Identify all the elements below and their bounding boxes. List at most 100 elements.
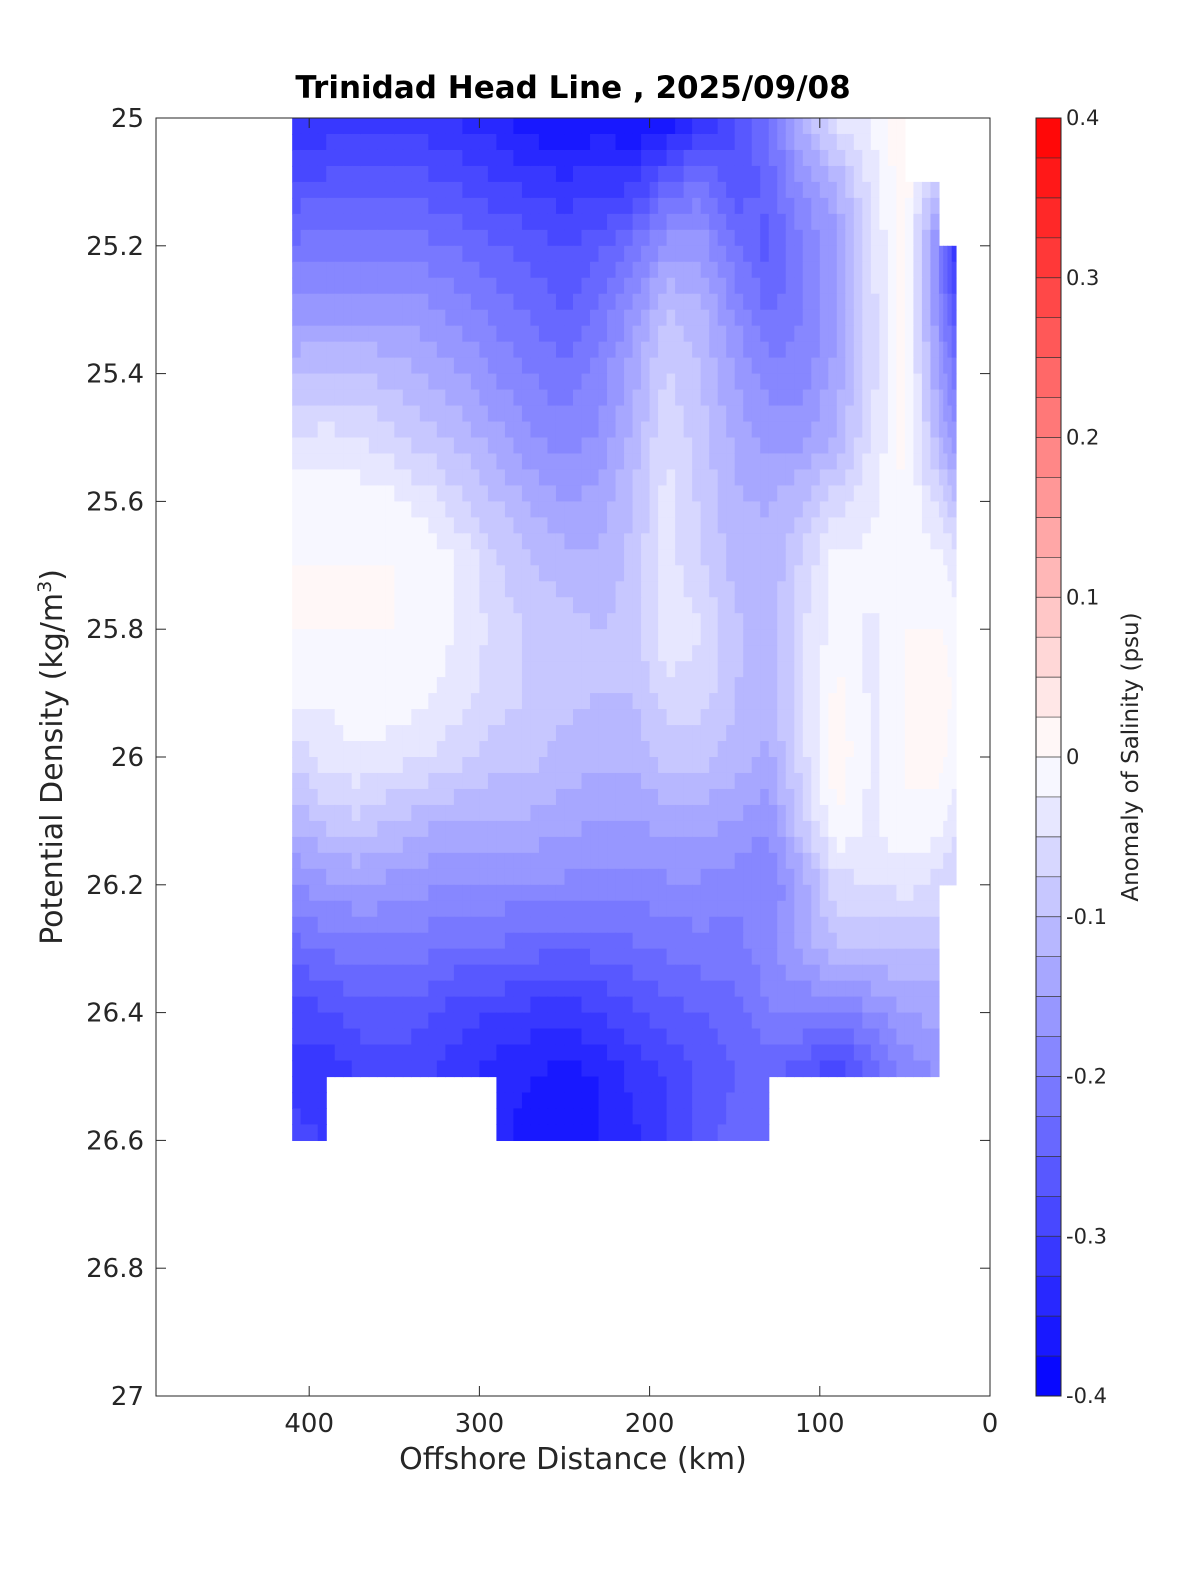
colorbar-segment (1036, 1196, 1061, 1237)
contour-cell (487, 1060, 498, 1078)
contour-cell (632, 581, 642, 598)
contour-cell (309, 501, 319, 518)
contour-cell (317, 788, 327, 806)
contour-cell (462, 597, 472, 614)
contour-cell (555, 1108, 566, 1126)
contour-cell (394, 916, 404, 934)
contour-cell (598, 613, 608, 630)
contour-cell (785, 469, 795, 487)
contour-cell (938, 389, 944, 407)
contour-cell (836, 581, 846, 598)
contour-cell (845, 581, 855, 598)
contour-cell (904, 213, 915, 231)
contour-cell (700, 501, 710, 518)
contour-cell (351, 213, 361, 231)
contour-cell (649, 165, 659, 183)
contour-cell (462, 245, 472, 263)
contour-cell (615, 373, 625, 391)
contour-cell (862, 613, 872, 630)
contour-cell (734, 772, 744, 790)
contour-cell (343, 293, 353, 311)
contour-cell (513, 980, 523, 998)
contour-cell (564, 629, 574, 646)
contour-cell (496, 788, 506, 806)
contour-cell (300, 293, 310, 311)
contour-cell (632, 197, 642, 215)
contour-cell (402, 661, 412, 678)
contour-cell (947, 565, 953, 582)
contour-cell (521, 932, 532, 950)
contour-cell (292, 661, 302, 678)
contour-cell (692, 916, 702, 934)
contour-cell (564, 693, 574, 710)
contour-cell (309, 1060, 319, 1078)
contour-cell (385, 565, 395, 582)
contour-cell (709, 421, 719, 439)
contour-cell (870, 517, 880, 534)
contour-cell (521, 693, 532, 710)
contour-cell (581, 501, 591, 518)
contour-cell (334, 693, 344, 710)
contour-cell (394, 629, 404, 646)
contour-cell (292, 884, 302, 902)
contour-cell (504, 772, 515, 790)
contour-cell (683, 118, 693, 135)
contour-cell (445, 277, 455, 295)
colorbar: 0.40.30.20.10-0.1-0.2-0.3-0.4 (1035, 106, 1107, 1408)
contour-cell (666, 277, 676, 295)
contour-cell (343, 501, 353, 518)
contour-cell (564, 1076, 574, 1094)
contour-cell (428, 389, 438, 407)
contour-cell (513, 772, 523, 790)
contour-cell (947, 549, 953, 566)
contour-cell (641, 245, 651, 263)
contour-cell (453, 884, 463, 902)
contour-cell (632, 357, 642, 375)
y-tick-label: 26.2 (86, 871, 144, 901)
contour-cell (938, 613, 944, 630)
contour-cell (453, 1028, 463, 1046)
contour-cell (564, 118, 574, 135)
contour-cell (904, 549, 915, 566)
contour-cell (802, 469, 812, 487)
contour-cell (692, 165, 702, 183)
colorbar-tick-label: -0.4 (1066, 1384, 1107, 1408)
contour-cell (360, 916, 370, 934)
contour-cell (402, 549, 412, 566)
contour-cell (785, 373, 795, 391)
contour-cell (564, 804, 574, 822)
contour-cell (785, 1044, 795, 1062)
contour-cell (326, 133, 336, 151)
contour-cell (573, 197, 583, 215)
contour-cell (887, 980, 897, 998)
contour-cell (658, 772, 668, 790)
contour-cell (768, 469, 778, 487)
contour-cell (734, 661, 744, 678)
contour-cell (513, 405, 523, 423)
contour-cell (853, 357, 863, 375)
contour-cell (538, 964, 549, 982)
contour-cell (947, 581, 953, 598)
contour-cell (615, 804, 625, 822)
contour-cell (530, 868, 540, 886)
contour-cell (777, 149, 787, 167)
contour-cell (734, 245, 744, 263)
contour-cell (632, 677, 642, 694)
contour-cell (768, 1044, 778, 1062)
contour-cell (377, 485, 387, 503)
contour-cell (300, 469, 310, 487)
contour-cell (300, 772, 310, 790)
contour-cell (862, 485, 872, 503)
contour-cell (904, 836, 915, 854)
contour-cell (666, 916, 676, 934)
contour-cell (862, 453, 872, 471)
contour-cell (300, 804, 310, 822)
contour-cell (411, 868, 421, 886)
contour-cell (555, 533, 566, 550)
contour-cell (683, 677, 693, 694)
contour-cell (768, 565, 778, 582)
contour-cell (683, 772, 693, 790)
contour-cell (615, 1044, 625, 1062)
contour-cell (887, 149, 897, 167)
contour-cell (887, 725, 897, 742)
